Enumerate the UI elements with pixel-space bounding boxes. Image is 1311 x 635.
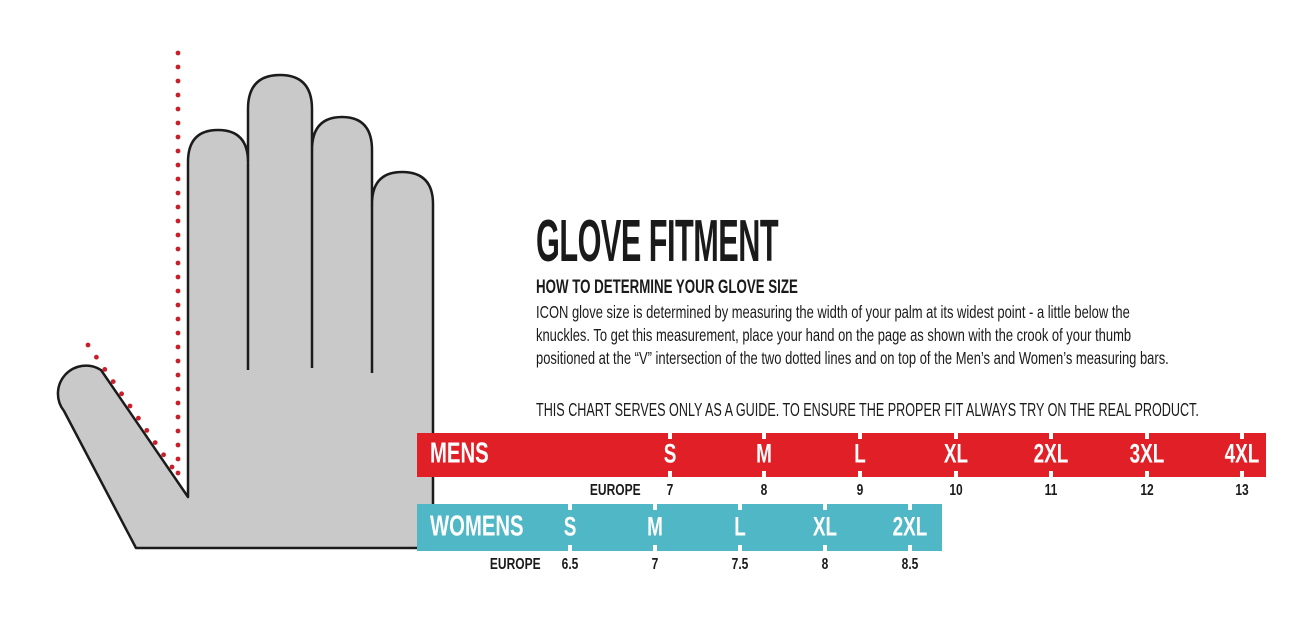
womens-tick	[738, 545, 742, 551]
womens-size-label: M	[647, 511, 663, 542]
womens-europe-value: 8	[821, 556, 829, 573]
body-line: knuckles. To get this measurement, place…	[536, 325, 1132, 345]
mens-size-label: 2XL	[1033, 438, 1069, 469]
womens-size-label: 2XL	[892, 511, 928, 542]
womens-tick	[568, 504, 572, 510]
measure-line-diagonal-dotted	[85, 342, 175, 470]
mens-europe-value: 9	[856, 482, 864, 499]
womens-europe-value: 7.5	[731, 556, 749, 573]
mens-size-label: S	[663, 438, 677, 469]
body-line: ICON glove size is determined by measuri…	[536, 302, 1130, 322]
finger-separation-lines	[246, 150, 374, 373]
mens-size-label: L	[854, 438, 866, 469]
mens-bar-label: MENS	[430, 437, 489, 470]
page-title: GLOVE FITMENT	[536, 208, 779, 274]
womens-tick	[568, 545, 572, 551]
measure-line-vertical-dotted	[175, 50, 181, 476]
mens-tick	[858, 471, 862, 477]
mens-size-label: M	[756, 438, 772, 469]
mens-tick	[954, 471, 958, 477]
womens-tick	[908, 545, 912, 551]
mens-size-label: 3XL	[1129, 438, 1165, 469]
womens-europe-value: 8.5	[901, 556, 919, 573]
womens-europe-value: 7	[651, 556, 659, 573]
mens-tick	[954, 433, 958, 439]
womens-europe-row: EUROPE 6.5 7 7.5 8 8.5	[417, 555, 942, 576]
mens-europe-value: 7	[666, 482, 674, 499]
womens-europe-label: EUROPE	[490, 556, 541, 573]
mens-tick	[668, 433, 672, 439]
mens-europe-label: EUROPE	[590, 482, 641, 499]
mens-tick	[762, 471, 766, 477]
mens-tick	[858, 433, 862, 439]
mens-size-label: XL	[943, 438, 969, 469]
hand-illustration	[56, 50, 435, 550]
womens-tick	[653, 504, 657, 510]
womens-europe-value: 6.5	[561, 556, 579, 573]
mens-europe-value: 8	[760, 482, 768, 499]
mens-tick	[1145, 433, 1149, 439]
mens-size-bar: MENS S M L XL 2XL 3XL 4XL	[417, 433, 1266, 477]
mens-europe-row: EUROPE 7 8 9 10 11 12 13	[417, 481, 1266, 502]
mens-europe-value: 12	[1140, 482, 1154, 499]
mens-tick	[1145, 471, 1149, 477]
womens-tick	[653, 545, 657, 551]
mens-tick	[762, 433, 766, 439]
womens-tick	[823, 545, 827, 551]
disclaimer-note: THIS CHART SERVES ONLY AS A GUIDE. TO EN…	[536, 400, 1199, 420]
mens-europe-value: 11	[1044, 482, 1058, 499]
hand-outline	[56, 73, 435, 550]
womens-size-bar: WOMENS S M L XL 2XL	[417, 504, 942, 551]
body-line: positioned at the “V” intersection of th…	[536, 348, 1169, 368]
mens-tick	[668, 471, 672, 477]
mens-tick	[1240, 433, 1244, 439]
womens-size-label: S	[563, 511, 577, 542]
mens-europe-value: 10	[949, 482, 963, 499]
mens-tick	[1049, 433, 1053, 439]
mens-size-label: 4XL	[1224, 438, 1260, 469]
mens-tick	[1240, 471, 1244, 477]
mens-europe-value: 13	[1235, 482, 1249, 499]
womens-tick	[823, 504, 827, 510]
instructions-paragraph: ICON glove size is determined by measuri…	[536, 301, 1311, 370]
mens-tick	[1049, 471, 1053, 477]
section-heading: HOW TO DETERMINE YOUR GLOVE SIZE	[536, 277, 798, 298]
womens-tick	[908, 504, 912, 510]
womens-bar-label: WOMENS	[430, 510, 524, 543]
womens-size-label: L	[734, 511, 746, 542]
womens-size-label: XL	[812, 511, 838, 542]
womens-tick	[738, 504, 742, 510]
